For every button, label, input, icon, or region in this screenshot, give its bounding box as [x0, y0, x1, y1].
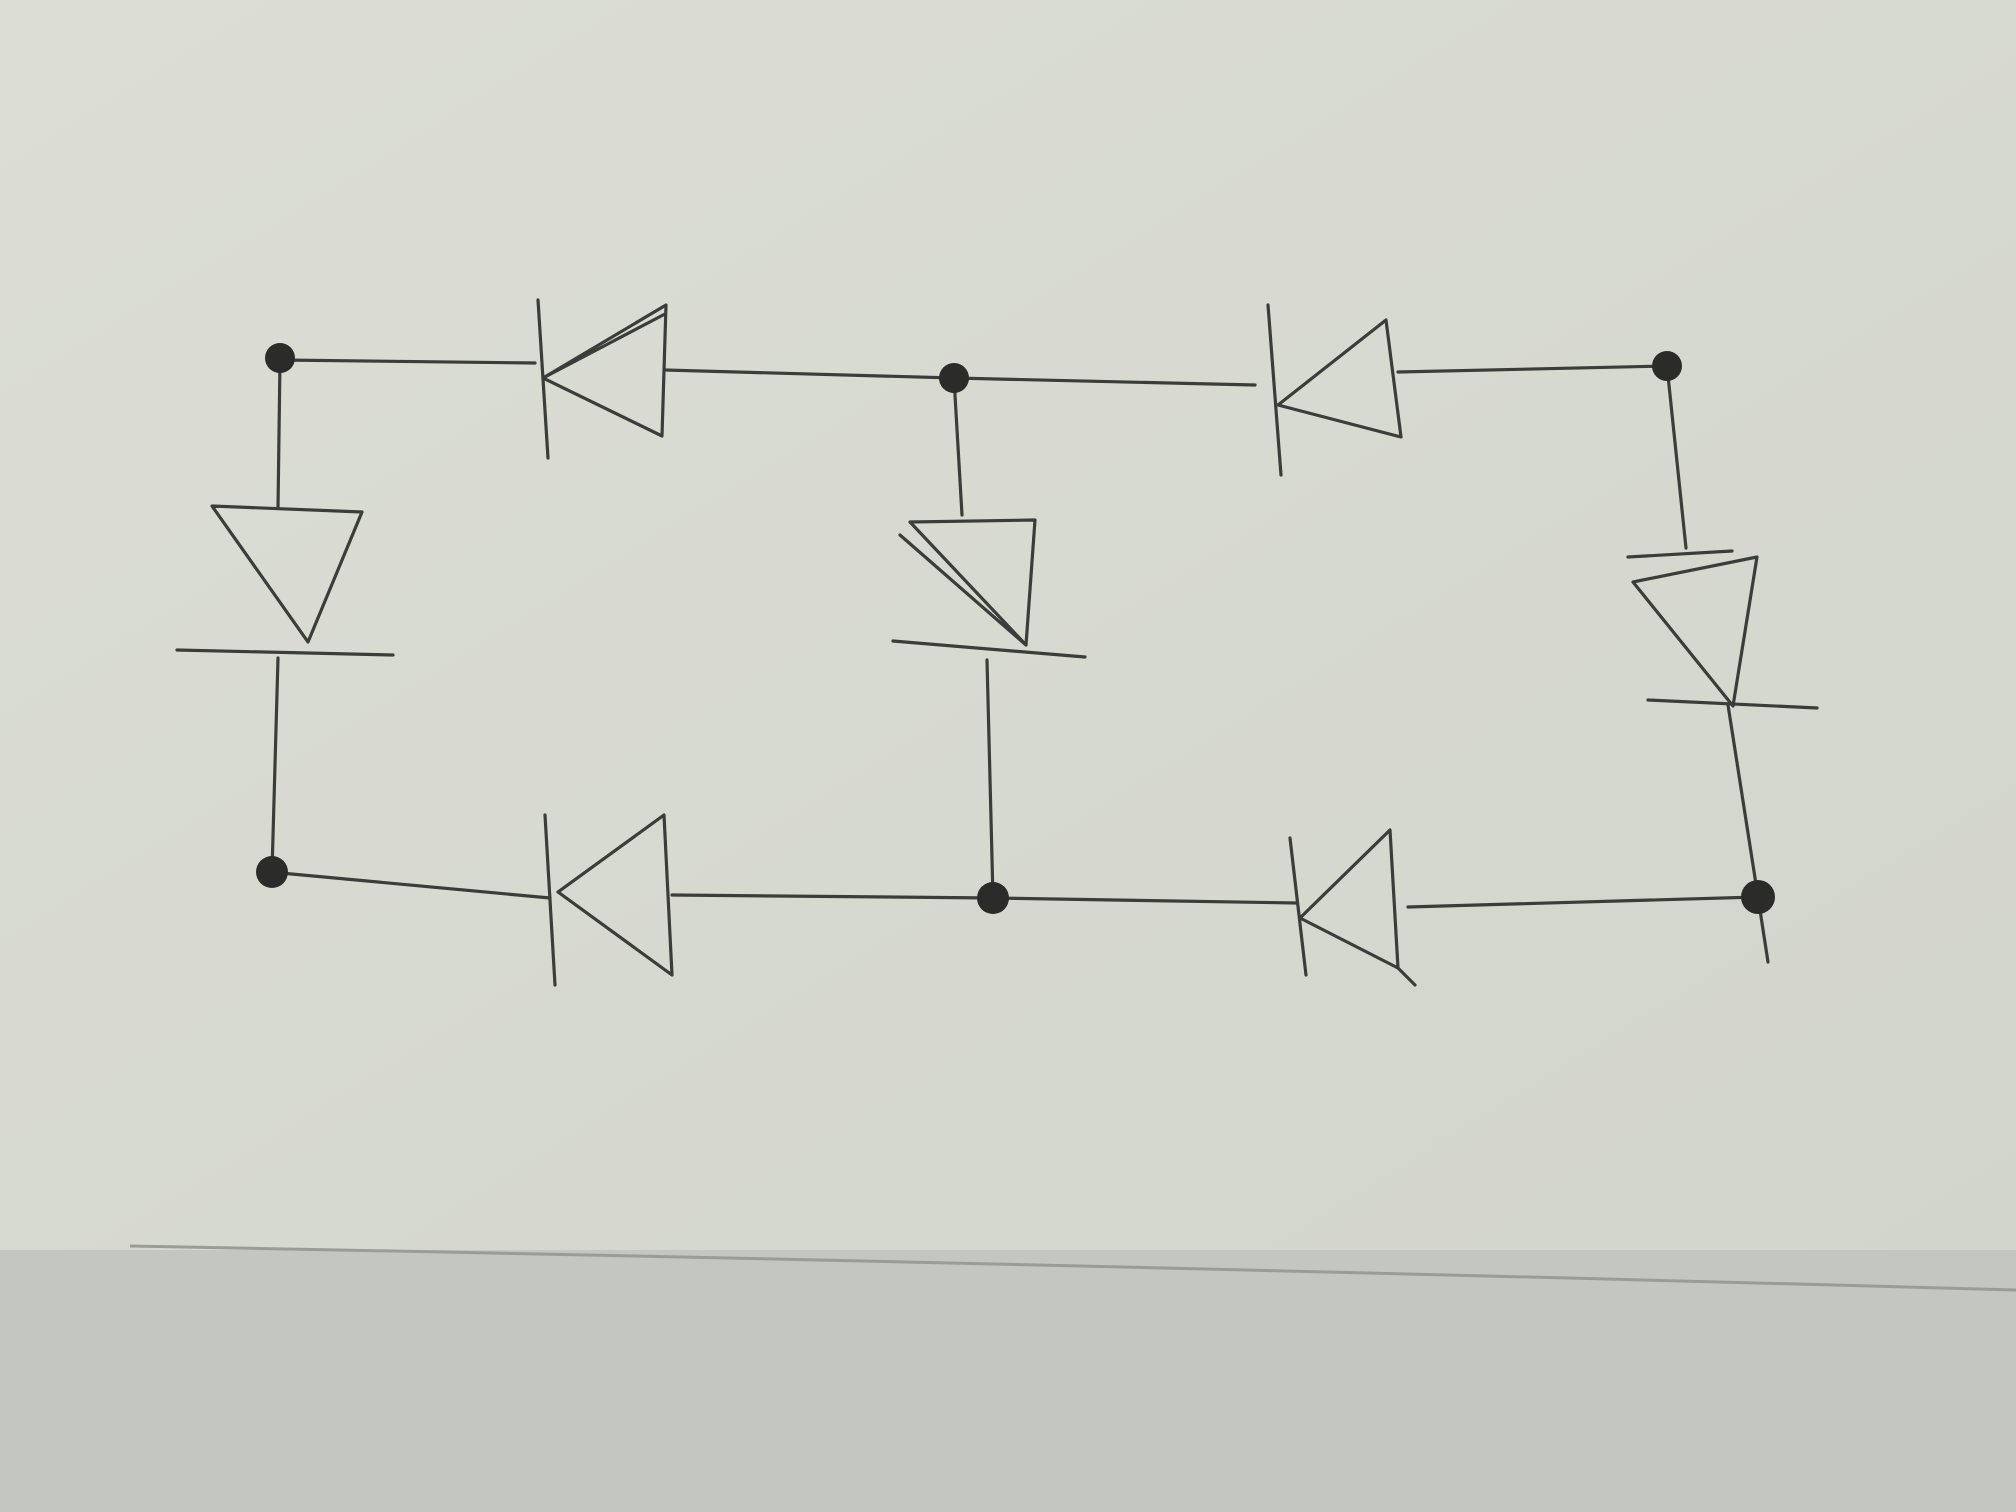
- diode-bottom-right-cathode-bar: [1288, 836, 1308, 977]
- diode-top-right-cathode-bar: [1266, 303, 1283, 477]
- diode-bottom-left-cathode-bar: [543, 813, 557, 987]
- wire-middle-bottom: [985, 658, 995, 900]
- wire-top-diode-to-middle: [663, 368, 956, 380]
- diode-bottom-left-triangle: [556, 813, 674, 977]
- diode-right: [1626, 549, 1819, 710]
- wire-bottom-middle-to-diode: [991, 896, 1299, 905]
- diode-bottom-right-tail: [1396, 966, 1417, 987]
- diode-left-cathode-bar: [175, 648, 395, 657]
- diode-bottom-right: [1288, 828, 1417, 987]
- diode-top-left: [536, 298, 668, 460]
- diode-bottom-right-triangle: [1298, 828, 1400, 970]
- diode-middle-cathode-bar: [891, 639, 1087, 659]
- diode-right-top-bar: [1626, 549, 1734, 559]
- paper-edge: [129, 1244, 2016, 1292]
- diode-top-right-triangle: [1276, 318, 1403, 439]
- wire-left-bottom: [270, 656, 280, 874]
- wire-right-top: [1665, 364, 1688, 550]
- wire-bottom-diode-to-right: [1406, 895, 1760, 909]
- wire-top-diode-to-right: [1396, 364, 1669, 374]
- node-bottom-left: [256, 856, 288, 888]
- wire-middle-top: [952, 376, 964, 517]
- wire-top-left-to-diode: [278, 358, 537, 365]
- node-top-left: [265, 343, 295, 373]
- diode-left-triangle: [210, 504, 364, 644]
- node-bottom-middle: [977, 882, 1009, 914]
- diode-middle-triangle: [898, 518, 1037, 647]
- wire-bottom-left-to-diode: [268, 870, 552, 900]
- node-top-middle: [939, 363, 969, 393]
- node-bottom-right: [1741, 880, 1775, 914]
- diode-bottom-left: [543, 813, 674, 987]
- diode-top-right: [1266, 303, 1403, 477]
- diode-right-triangle: [1631, 555, 1759, 708]
- wire-bottom-diode-to-middle: [670, 893, 995, 900]
- junction-nodes: [256, 343, 1775, 914]
- diode-top-left-triangle: [541, 303, 668, 438]
- diode-left: [175, 504, 395, 657]
- wire-left-top: [276, 358, 282, 510]
- node-top-right: [1652, 351, 1682, 381]
- wire-top-middle-to-diode: [952, 376, 1257, 387]
- desk-surface: [0, 1250, 2016, 1512]
- diode-middle: [891, 518, 1087, 659]
- diode-right-cathode-bar: [1646, 698, 1819, 710]
